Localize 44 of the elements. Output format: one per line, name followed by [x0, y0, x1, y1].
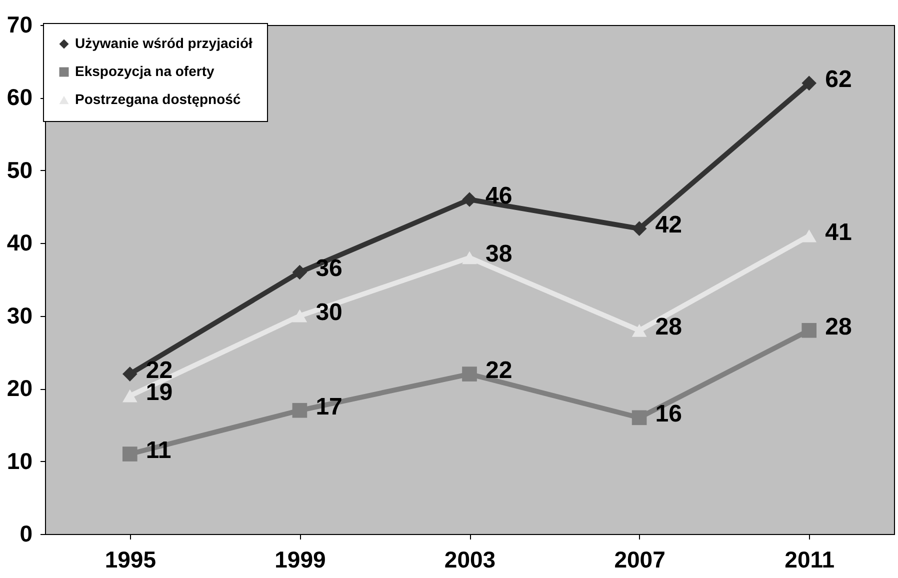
y-tick-label: 30	[6, 302, 32, 328]
data-label: 41	[825, 218, 852, 246]
point	[802, 322, 817, 338]
data-label: 28	[655, 313, 682, 340]
data-label: 38	[486, 240, 512, 268]
x-tick-label: 1999	[274, 546, 326, 572]
point	[802, 229, 817, 242]
y-tick-label: 20	[6, 375, 32, 402]
x-tick-label: 1995	[104, 546, 156, 572]
y-tick-label: 70	[6, 12, 32, 38]
point	[122, 366, 138, 382]
point	[462, 251, 477, 264]
point	[462, 192, 477, 207]
data-label: 28	[825, 313, 852, 340]
y-tick-label: 0	[20, 520, 32, 546]
point	[632, 410, 647, 426]
data-label: 16	[655, 400, 682, 428]
y-tick-label: 50	[6, 156, 32, 183]
point	[122, 446, 138, 462]
x-tick-label: 2011	[784, 546, 835, 572]
point	[632, 324, 647, 337]
legend-label: Używanie wśród przyjaciół	[75, 35, 252, 51]
y-tick-label: 60	[6, 84, 32, 110]
point	[292, 402, 308, 418]
y-tick-label: 40	[6, 230, 32, 256]
x-tick-label: 2007	[614, 546, 666, 572]
data-label: 17	[316, 393, 342, 420]
x-tick-label: 2003	[444, 546, 496, 572]
data-label: 42	[655, 212, 682, 239]
data-label: 22	[486, 357, 512, 384]
point	[462, 366, 477, 382]
legend-label: Ekspozycja na oferty	[75, 63, 214, 79]
point	[632, 221, 647, 236]
point	[292, 264, 308, 280]
point	[122, 389, 138, 402]
data-label: 36	[316, 255, 342, 282]
data-label: 11	[146, 437, 172, 464]
point	[802, 76, 817, 91]
y-tick-label: 10	[6, 448, 32, 474]
data-label: 46	[486, 182, 512, 210]
data-label: 62	[825, 66, 852, 94]
point	[292, 309, 308, 322]
data-label: 30	[316, 298, 342, 326]
legend-label: Postrzegana dostępność	[75, 91, 241, 107]
